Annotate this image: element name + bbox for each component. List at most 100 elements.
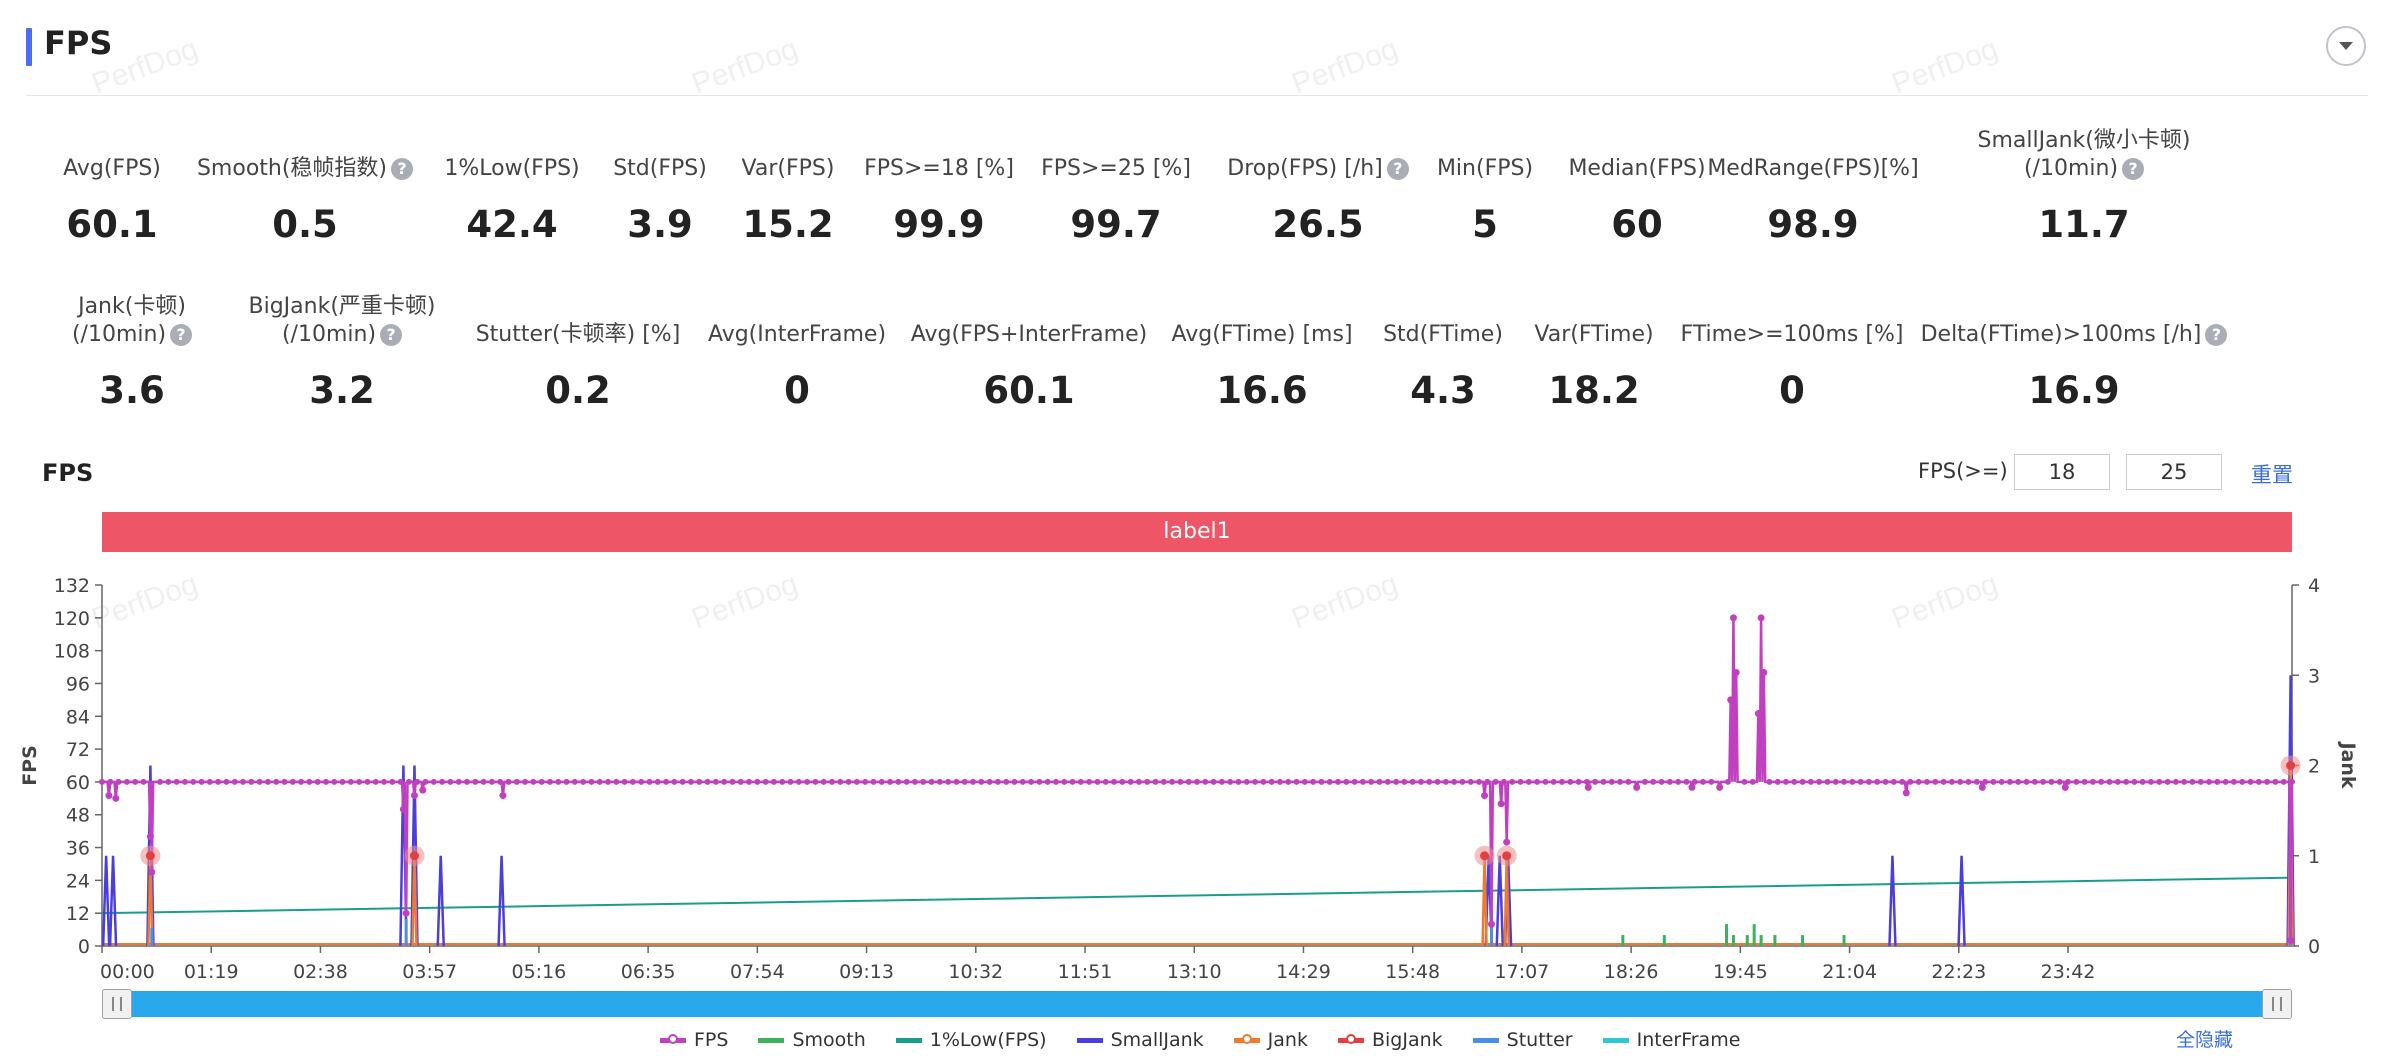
series-fps-event-point <box>112 794 120 802</box>
series-fps-point <box>1841 778 1848 785</box>
series-fps-point <box>845 778 852 785</box>
y-tick-label: 120 <box>54 608 90 630</box>
series-fps-point <box>671 778 678 785</box>
series-fps-point <box>621 778 628 785</box>
collapse-toggle-button[interactable] <box>2326 26 2366 66</box>
series-fps-point <box>1550 778 1557 785</box>
metric-value: 18.2 <box>1548 369 1640 412</box>
zoom-slider-track[interactable] <box>102 991 2292 1017</box>
metric-label: Std(FPS) <box>613 156 707 181</box>
series-fps-point <box>1484 778 1491 785</box>
series-fps-point <box>339 778 346 785</box>
series-fps-point <box>1865 778 1872 785</box>
series-fps-point <box>364 778 371 785</box>
series-fps-point <box>1608 778 1615 785</box>
legend-swatch <box>1233 1034 1260 1044</box>
metric-label: Avg(FPS) <box>63 156 161 181</box>
series-fps-point <box>2189 778 2196 785</box>
series-jank-spike <box>411 855 418 947</box>
series-fps-point <box>1965 778 1972 785</box>
legend-item-smooth[interactable]: Smooth <box>758 1026 866 1054</box>
help-icon[interactable]: ? <box>170 324 193 346</box>
help-icon[interactable]: ? <box>2205 324 2228 346</box>
series-fps-point <box>754 778 761 785</box>
series-fps-point <box>1492 778 1499 785</box>
metric-value: 42.4 <box>466 203 558 246</box>
series-fps-point <box>1086 778 1093 785</box>
legend-item-jank[interactable]: Jank <box>1233 1026 1308 1054</box>
reset-link[interactable]: 重置 <box>2251 463 2293 487</box>
threshold-input-high[interactable] <box>2126 454 2222 490</box>
metric-label: FPS>=18 [%] <box>864 156 1014 181</box>
series-fps-event-point <box>146 833 154 841</box>
series-fps-point <box>853 778 860 785</box>
x-tick-label: 00:00 <box>100 961 155 980</box>
series-bigjank-marker <box>1502 851 1512 861</box>
legend-item-smalljank[interactable]: SmallJank <box>1076 1026 1204 1054</box>
x-tick-label: 23:42 <box>2041 961 2096 980</box>
series-fps-point <box>2214 778 2221 785</box>
series-fps-point <box>1517 778 1524 785</box>
series-bigjank-marker <box>1480 851 1490 861</box>
legend-item-1-low-fps-[interactable]: 1%Low(FPS) <box>895 1026 1047 1054</box>
series-fps-point <box>1077 778 1084 785</box>
series-fps-point <box>1617 778 1624 785</box>
help-icon[interactable]: ? <box>2122 158 2145 180</box>
zoom-slider-handle-left[interactable] <box>102 989 132 1019</box>
series-fps-point <box>1982 778 1989 785</box>
series-fps-point <box>1907 778 1914 785</box>
y-tick-label: 132 <box>54 575 90 597</box>
series-fps-point <box>1940 778 1947 785</box>
series-fps-event-point <box>1688 783 1696 791</box>
series-smalljank-spike <box>108 855 118 947</box>
series-fps-point <box>1442 778 1449 785</box>
help-icon[interactable]: ? <box>380 324 403 346</box>
series-fps-point <box>1882 778 1889 785</box>
series-fps-point <box>281 778 288 785</box>
series-fps-point <box>1036 778 1043 785</box>
threshold-input-low[interactable] <box>2014 454 2110 490</box>
series-fps-point <box>1816 778 1823 785</box>
series-fps-point <box>240 778 247 785</box>
series-fps-event-point <box>1760 669 1768 677</box>
series-fps-point <box>538 778 545 785</box>
legend-item-fps[interactable]: FPS <box>660 1026 728 1054</box>
series-fps-point <box>596 778 603 785</box>
series-bigjank-marker <box>2286 761 2296 770</box>
range-label-bar[interactable]: label1 <box>102 512 2292 552</box>
series-fps-point <box>422 778 429 785</box>
series-fps-point <box>770 778 777 785</box>
legend-label: BigJank <box>1371 1029 1443 1051</box>
x-tick-label: 01:19 <box>184 961 239 980</box>
metric-label: Avg(FPS+InterFrame) <box>910 322 1148 347</box>
help-icon[interactable]: ? <box>1386 158 1409 180</box>
legend-item-stutter[interactable]: Stutter <box>1472 1026 1573 1054</box>
series-fps-point <box>1376 778 1383 785</box>
series-fps-point <box>1102 778 1109 785</box>
series-fps-point <box>1700 778 1707 785</box>
series-fps-event-point <box>402 909 410 917</box>
series-fps-point <box>1691 778 1698 785</box>
series-fps-point <box>1285 778 1292 785</box>
series-fps-point <box>804 778 811 785</box>
help-icon[interactable]: ? <box>391 158 414 180</box>
y-tick-label: 36 <box>66 838 90 860</box>
series-fps-point <box>2222 778 2229 785</box>
legend-swatch <box>1472 1038 1499 1043</box>
zoom-slider-handle-right[interactable] <box>2262 989 2292 1019</box>
legend-item-bigjank[interactable]: BigJank <box>1337 1026 1443 1054</box>
series-fps-point <box>439 778 446 785</box>
legend-item-interframe[interactable]: InterFrame <box>1602 1026 1740 1054</box>
y-tick-label: 12 <box>66 903 90 925</box>
series-fps-point <box>1683 778 1690 785</box>
metric-value: 99.9 <box>893 203 985 246</box>
series-fps-point <box>1592 778 1599 785</box>
hide-all-link[interactable]: 全隐藏 <box>2176 1029 2234 1051</box>
series-fps-point <box>911 778 918 785</box>
x-tick-label: 18:26 <box>1604 961 1659 980</box>
metric-label: Delta(FTime)>100ms [/h]? <box>1914 321 2234 349</box>
series-fps-point <box>1641 778 1648 785</box>
series-fps-point <box>530 778 537 785</box>
series-fps-point <box>522 778 529 785</box>
